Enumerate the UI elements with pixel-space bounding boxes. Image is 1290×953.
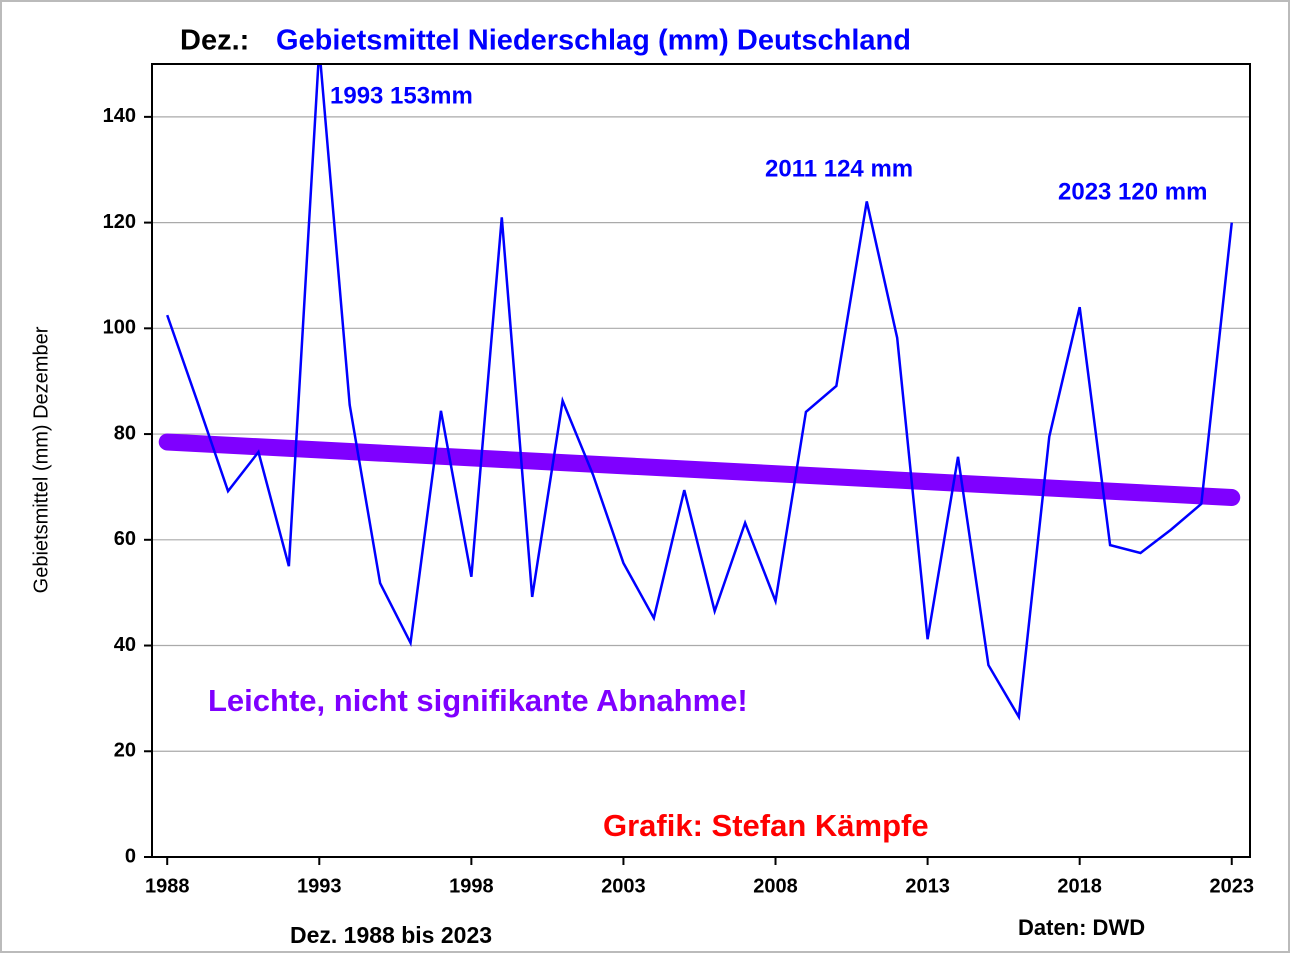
annotation: 1993 153mm — [330, 82, 473, 109]
plot-marks — [158, 64, 1241, 721]
x-tick-label: 2003 — [601, 875, 646, 897]
annotation: Leichte, nicht signifikante Abnahme! — [208, 683, 748, 718]
x-tick-label: 1993 — [297, 875, 342, 897]
chart-title: Gebietsmittel Niederschlag (mm) Deutschl… — [276, 25, 911, 57]
x-tick-label: 1988 — [145, 875, 190, 897]
annotation: 2023 120 mm — [1058, 178, 1207, 205]
x-tick-label: 2018 — [1057, 875, 1102, 897]
y-tick-label: 100 — [103, 317, 136, 339]
grid: 0 20 40 60 80 100 120 140 1988 1993 1998 2003 2008 20… — [103, 105, 1254, 897]
source: Daten: DWD — [1018, 915, 1145, 940]
x-tick-label: 2023 — [1210, 875, 1255, 897]
plot-border — [151, 63, 1251, 858]
title-prefix: Dez.: — [180, 25, 249, 57]
trend-line — [158, 433, 1241, 507]
y-tick-label: 0 — [125, 845, 136, 867]
y-tick-label: 60 — [114, 528, 136, 550]
y-tick-label: 20 — [114, 740, 136, 762]
y-tick-label: 140 — [103, 105, 136, 127]
x-tick-label: 2008 — [753, 875, 798, 897]
y-tick-label: 40 — [114, 634, 136, 656]
x-tick-label: 2013 — [905, 875, 950, 897]
x-axis-label: Dez. 1988 bis 2023 — [290, 922, 492, 948]
y-axis-label: Gebietsmittel (mm) Dezember — [30, 326, 52, 593]
data-line — [166, 64, 1233, 721]
y-tick-label: 80 — [114, 422, 136, 444]
x-tick-label: 1998 — [449, 875, 494, 897]
annotation: Grafik: Stefan Kämpfe — [603, 808, 929, 843]
annotation: 2011 124 mm — [765, 155, 913, 182]
y-tick-label: 120 — [103, 211, 136, 233]
